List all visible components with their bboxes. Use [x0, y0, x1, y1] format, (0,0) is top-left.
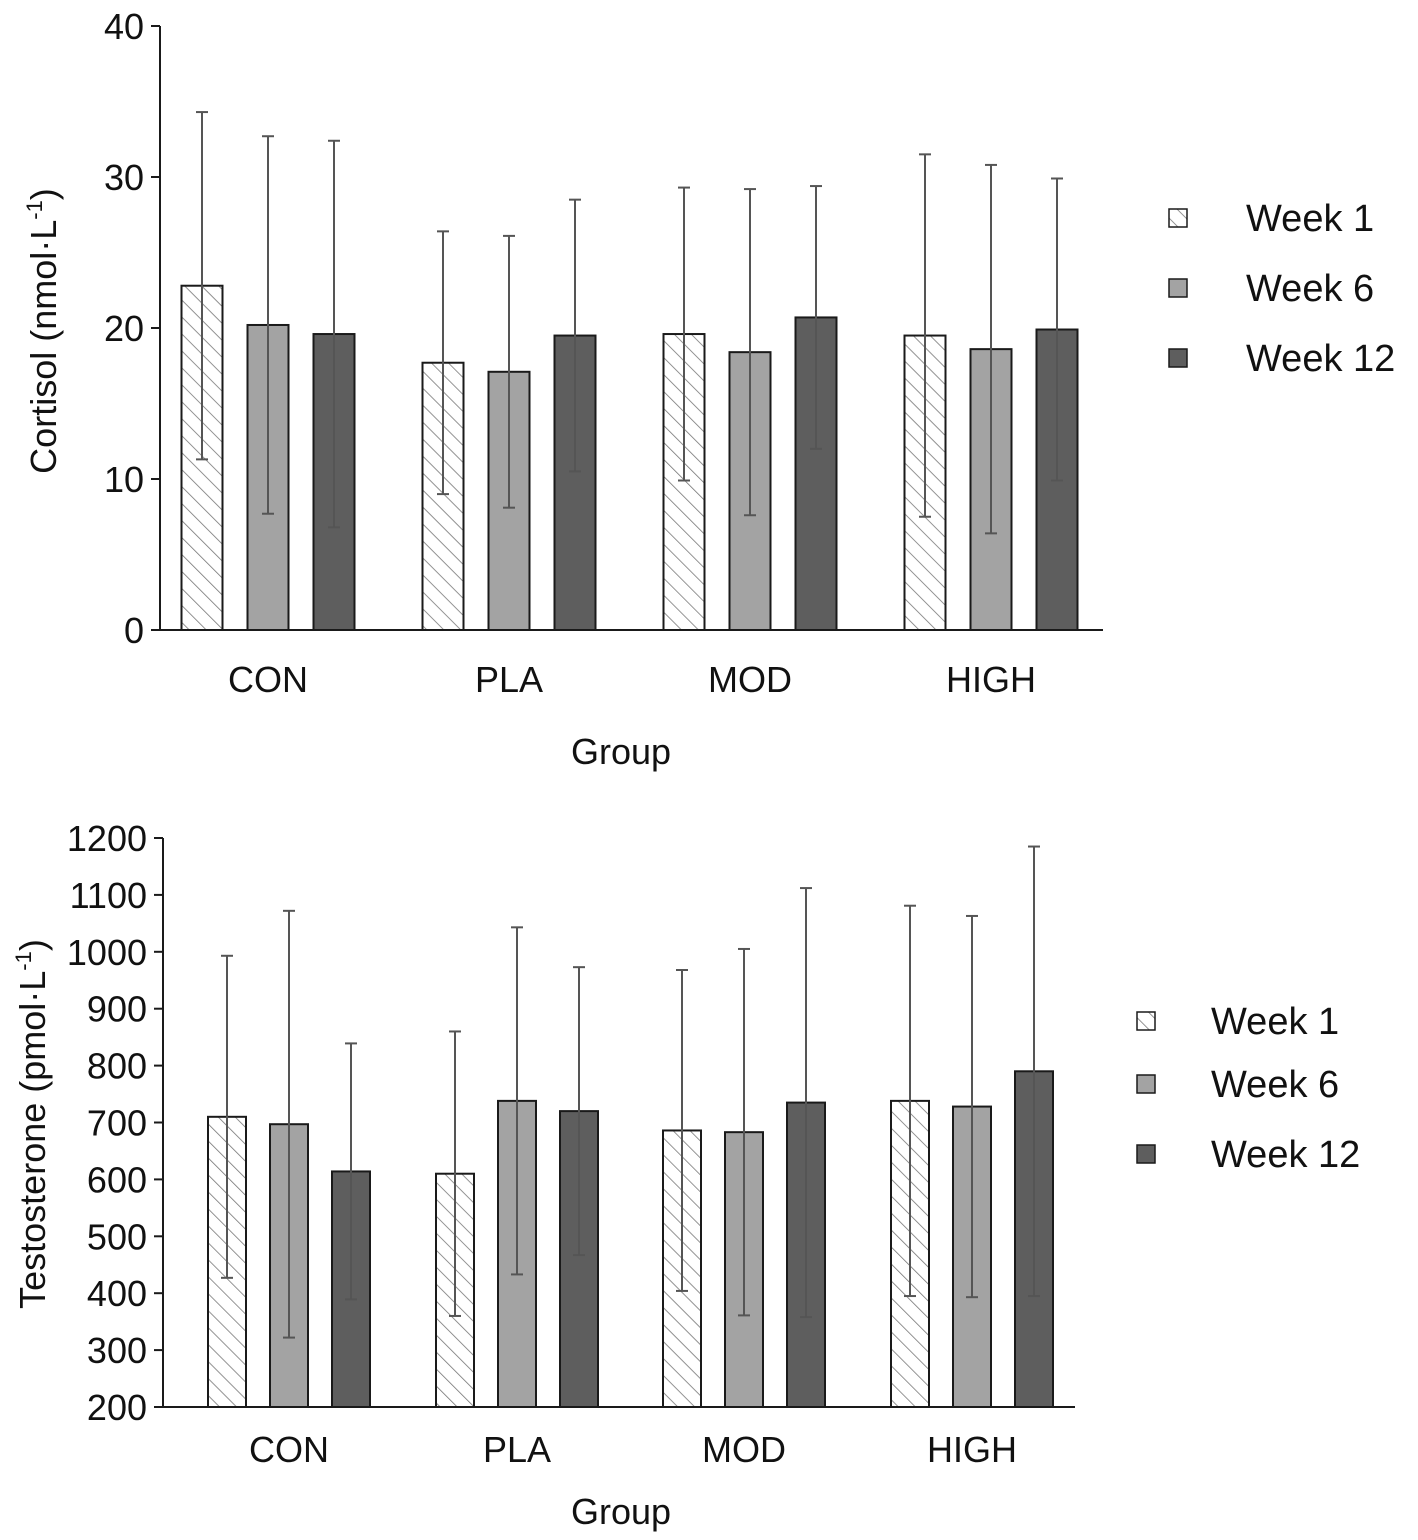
x-tick-label: HIGH — [946, 659, 1036, 700]
y-tick-label: 800 — [87, 1046, 147, 1087]
y-axis-title-close: ) — [23, 188, 64, 200]
y-axis-title: Testosterone (pmol·L-1) — [11, 939, 53, 1309]
y-tick-label: 10 — [104, 459, 144, 500]
y-tick-label: 30 — [104, 157, 144, 198]
y-tick-label: 1200 — [67, 818, 147, 859]
legend-swatch-week-6 — [1136, 1074, 1156, 1094]
cortisol-chart: 0 10 20 30 40 CON PLA MOD HIGH Group Cortiso… — [22, 6, 1395, 772]
y-axis-title-main: Testosterone (pmol·L — [12, 971, 53, 1309]
y-axis-title-sup: -1 — [22, 200, 47, 220]
legend-label-week-1: Week 1 — [1246, 198, 1374, 240]
x-tick-label: HIGH — [927, 1429, 1017, 1470]
legend-swatch-week-12 — [1168, 348, 1188, 368]
y-tick-label: 500 — [87, 1216, 147, 1257]
x-tick-label: MOD — [702, 1429, 786, 1470]
legend: Week 1 Week 6 Week 12 — [1168, 198, 1395, 380]
y-axis-title-main: Cortisol (nmol·L — [23, 220, 64, 474]
x-axis-title: Group — [571, 731, 671, 772]
y-tick-label: 400 — [87, 1273, 147, 1314]
legend-swatch-week-1 — [1136, 1011, 1156, 1031]
y-tick-label: 600 — [87, 1159, 147, 1200]
legend-label-week-12: Week 12 — [1211, 1134, 1360, 1176]
y-tick-label: 300 — [87, 1330, 147, 1371]
y-tick-label: 1000 — [67, 932, 147, 973]
x-tick-label: MOD — [708, 659, 792, 700]
legend-swatch-week-6 — [1168, 278, 1188, 298]
y-axis-title-sup: -1 — [11, 951, 36, 971]
x-axis-title: Group — [571, 1491, 671, 1532]
y-tick-label: 1100 — [70, 875, 147, 916]
y-tick-label: 20 — [104, 308, 144, 349]
y-tick-label: 900 — [87, 989, 147, 1030]
x-tick-label: PLA — [483, 1429, 551, 1470]
legend: Week 1 Week 6 Week 12 — [1136, 1001, 1360, 1176]
x-tick-label: CON — [249, 1429, 329, 1470]
y-tick-label: 40 — [104, 6, 144, 47]
x-tick-label: CON — [228, 659, 308, 700]
y-tick-label: 700 — [87, 1103, 147, 1144]
x-tick-label: PLA — [475, 659, 543, 700]
testosterone-chart: 200 300 400 500 600 700 800 900 1000 1100 1200 CON… — [11, 818, 1360, 1532]
legend-label-week-6: Week 6 — [1211, 1064, 1339, 1106]
y-axis-title-close: ) — [12, 939, 53, 951]
legend-swatch-week-1 — [1168, 208, 1188, 228]
y-tick-label: 200 — [87, 1387, 147, 1428]
y-tick-label: 0 — [124, 610, 144, 651]
legend-label-week-12: Week 12 — [1246, 338, 1395, 380]
legend-label-week-6: Week 6 — [1246, 268, 1374, 310]
legend-swatch-week-12 — [1136, 1144, 1156, 1164]
y-axis-title: Cortisol (nmol·L-1) — [22, 188, 64, 474]
legend-label-week-1: Week 1 — [1211, 1001, 1339, 1043]
